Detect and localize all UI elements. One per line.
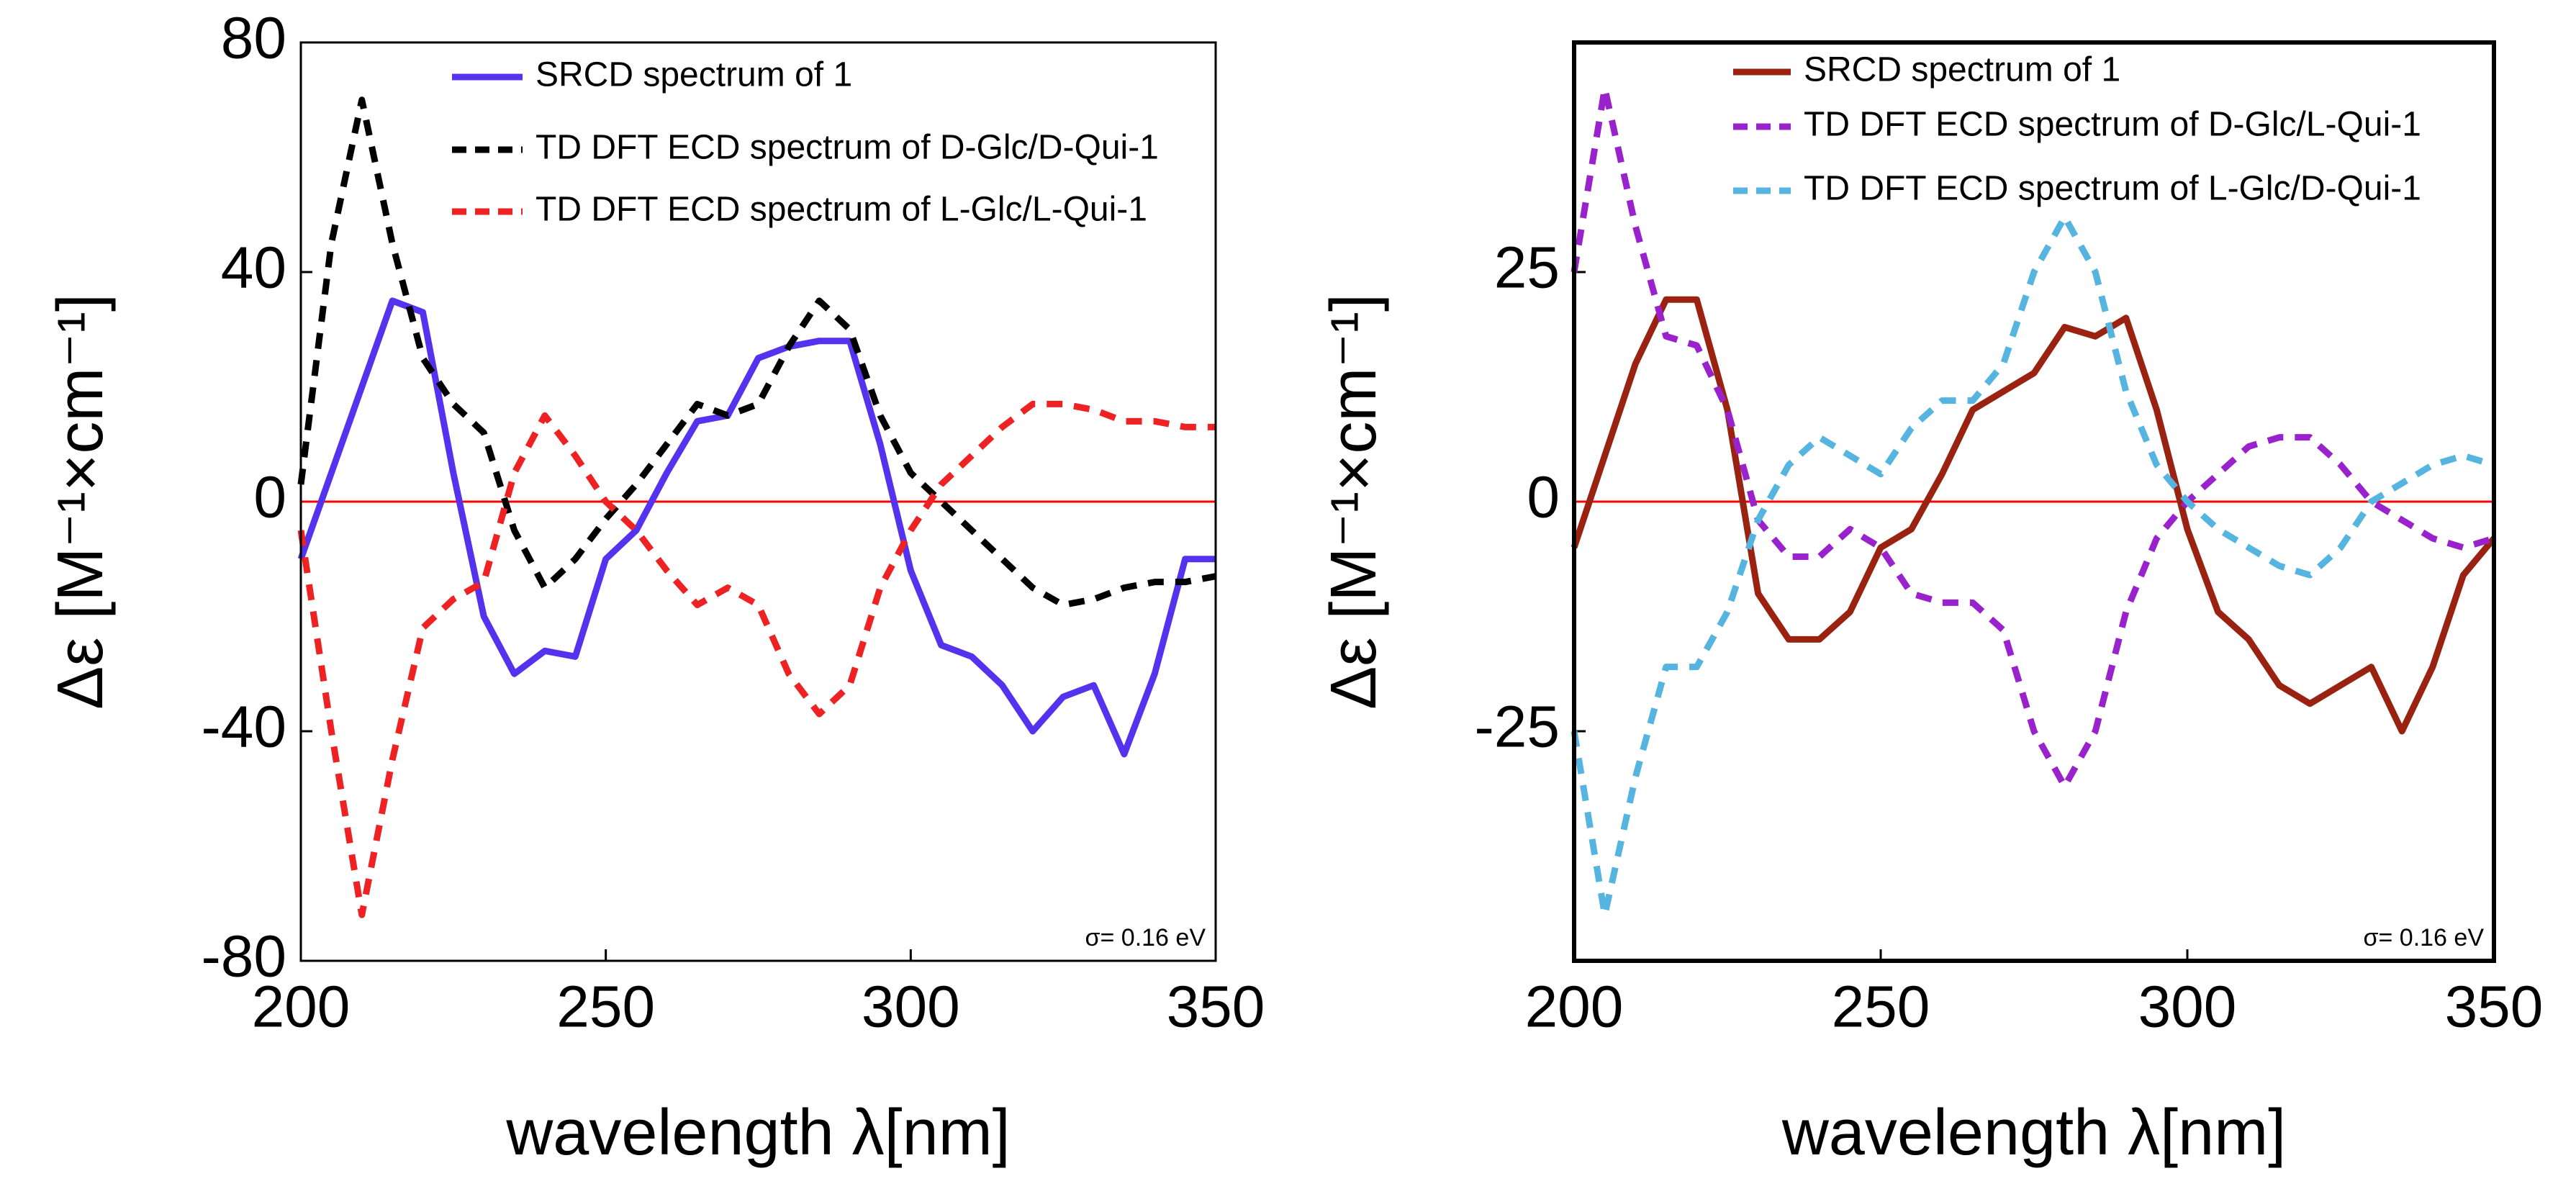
legend-label: SRCD spectrum of 1 <box>535 56 852 94</box>
x-tick-label: 300 <box>2138 974 2237 1040</box>
y-tick-label: -40 <box>201 695 286 760</box>
y-tick-label: -25 <box>1474 695 1560 760</box>
x-axis-label: wavelength λ[nm] <box>1781 1097 2286 1169</box>
legend-label: TD DFT ECD spectrum of D-Glc/L-Qui-1 <box>1804 106 2421 144</box>
legend-label: TD DFT ECD spectrum of D-Glc/D-Qui-1 <box>535 129 1159 167</box>
y-tick-label: 25 <box>1494 235 1560 301</box>
series-line <box>1571 85 2495 790</box>
x-tick-label: 200 <box>1525 974 1624 1040</box>
plot-frame <box>1572 40 2496 963</box>
x-tick-label: 350 <box>1167 974 1265 1040</box>
legend-label: SRCD spectrum of 1 <box>1804 51 2120 89</box>
y-tick-label: -80 <box>201 924 286 990</box>
legend-label: TD DFT ECD spectrum of L-Glc/D-Qui-1 <box>1804 170 2421 208</box>
series-line <box>297 400 1216 918</box>
y-axis-label: Δε [M⁻¹×cm⁻¹] <box>45 294 117 710</box>
x-tick-label: 200 <box>252 974 351 1040</box>
series-line <box>1571 213 2495 918</box>
x-tick-label: 350 <box>2445 974 2544 1040</box>
series-line <box>1571 296 2497 735</box>
y-tick-label: 0 <box>1527 465 1560 530</box>
plot-frame <box>299 41 1217 962</box>
y-axis-label: Δε [M⁻¹×cm⁻¹] <box>1318 294 1390 710</box>
legend-label: TD DFT ECD spectrum of L-Glc/L-Qui-1 <box>535 191 1147 229</box>
y-tick-label: 40 <box>221 235 286 301</box>
annotation: σ= 0.16 eV <box>1085 924 1206 951</box>
x-tick-label: 250 <box>556 974 655 1040</box>
series-line <box>297 297 1216 758</box>
y-tick-label: 0 <box>253 465 286 530</box>
x-axis-label: wavelength λ[nm] <box>505 1097 1010 1169</box>
x-tick-label: 250 <box>1832 974 1930 1040</box>
y-tick-label: 80 <box>221 6 286 71</box>
series-line <box>297 96 1216 609</box>
annotation: σ= 0.16 eV <box>2364 924 2485 951</box>
x-tick-label: 300 <box>862 974 960 1040</box>
